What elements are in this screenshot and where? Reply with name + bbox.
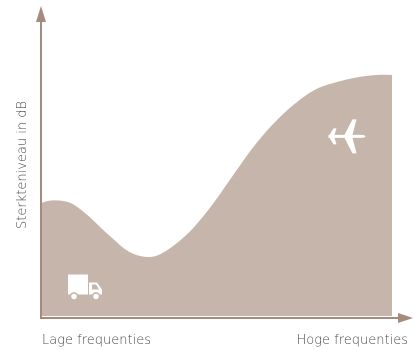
x-axis-arrow: [398, 313, 413, 323]
axis-layer: [36, 6, 413, 323]
y-axis-label: Sterkteniveau in dB: [15, 101, 30, 229]
x-axis-label-high: Hoge frequenties: [296, 333, 408, 348]
truck-icon: [68, 274, 102, 301]
area-layer: [42, 74, 392, 316]
area-series-0: [42, 74, 392, 316]
y-axis-arrow: [36, 6, 46, 22]
airplane-icon: [328, 119, 366, 154]
icon-layer: [68, 119, 366, 301]
x-axis-label-low: Lage frequenties: [42, 333, 151, 348]
